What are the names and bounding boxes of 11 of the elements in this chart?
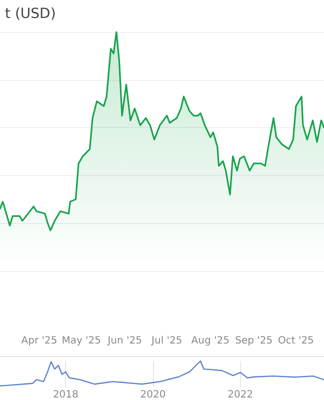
x-tick-label: May '25 <box>62 336 102 346</box>
x-tick-label: Apr '25 <box>21 336 58 346</box>
x-tick-label: Aug '25 <box>191 336 230 346</box>
chart-title: t (USD) <box>5 6 56 22</box>
x-tick-label: Oct '25 <box>278 336 314 346</box>
x-tick-label: 2022 <box>228 390 254 400</box>
x-tick-label: 2018 <box>52 390 78 400</box>
x-tick-label: Jun '25 <box>106 336 142 346</box>
x-tick-label: 2020 <box>140 390 166 400</box>
x-tick-label: Sep '25 <box>235 336 273 346</box>
x-tick-label: Jul '25 <box>150 336 182 346</box>
